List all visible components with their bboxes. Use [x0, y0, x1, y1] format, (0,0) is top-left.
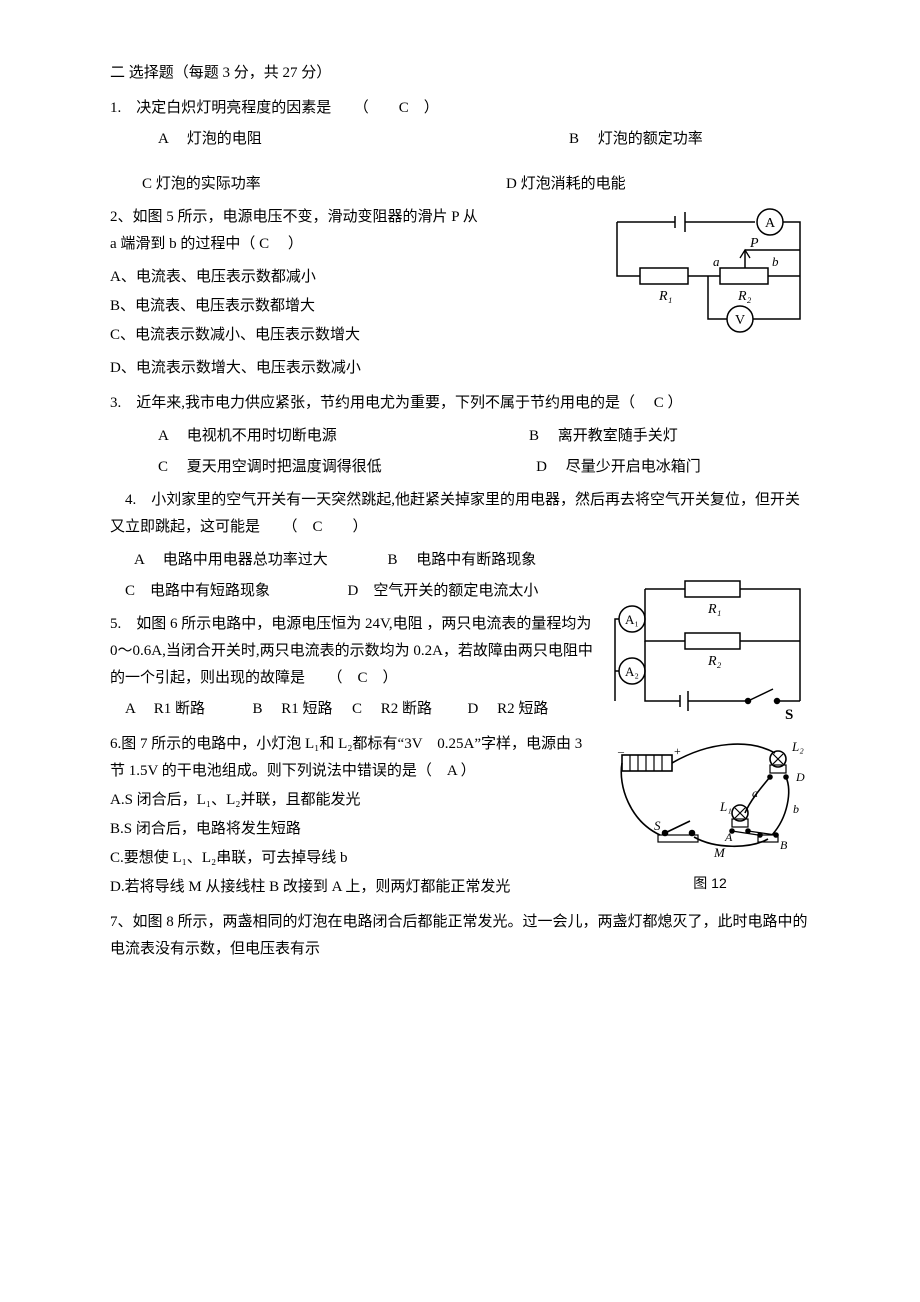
q5-opt-a: A R1 断路	[110, 701, 205, 717]
fig5-b: b	[772, 254, 779, 269]
fig7-M: M	[713, 845, 726, 860]
q2-opt-d: D、电流表示数增大、电压表示数减小	[110, 355, 810, 382]
figure-7: – + L₂ D a b L₁ A B S M 图 12	[610, 731, 810, 896]
fig5-r1: R₁	[658, 289, 672, 304]
fig7-caption: 图 12	[610, 871, 810, 896]
fig7-B: B	[780, 838, 788, 852]
fig7-l2: L₂	[791, 739, 804, 754]
svg-text:+: +	[674, 744, 681, 758]
figure-5: A V R₁ R₂ P a b	[605, 204, 810, 339]
fig7-a: a	[752, 786, 758, 800]
fig6-r1: R₁	[707, 602, 721, 617]
fig5-p: P	[749, 236, 759, 251]
q1-opt-c: C 灯泡的实际功率	[110, 171, 506, 198]
fig7-A: A	[724, 830, 733, 844]
q1-stem: 1. 决定白炽灯明亮程度的因素是 （ C ）	[110, 95, 810, 122]
question-2: A V R₁ R₂ P a b 2、如图 5 所示，电源电压不变，滑动变阻器的滑…	[110, 204, 810, 384]
q4-opt-a: A 电路中用电器总功率过大	[134, 547, 388, 574]
question-4: 4. 小刘家里的空气开关有一天突然跳起,他赶紧关掉家里的用电器，然后再去将空气开…	[110, 487, 810, 605]
fig6-r2: R₂	[707, 654, 722, 669]
q4-opt-b: B 电路中有断路现象	[388, 547, 595, 574]
q5-opt-c: C R2 断路	[352, 701, 432, 717]
fig6-a2: A₂	[625, 664, 639, 679]
question-1: 1. 决定白炽灯明亮程度的因素是 （ C ） A 灯泡的电阻 B 灯泡的额定功率…	[110, 95, 810, 198]
q1-opt-a: A 灯泡的电阻	[158, 126, 399, 153]
fig7-D: D	[795, 770, 805, 784]
q1-opt-b: B 灯泡的额定功率	[399, 126, 810, 153]
fig7-S: S	[654, 818, 661, 833]
question-3: 3. 近年来,我市电力供应紧张，节约用电尤为重要，下列不属于节约用电的是（ C …	[110, 390, 810, 481]
fig6-s: S	[785, 707, 793, 721]
fig7-b: b	[793, 802, 799, 816]
svg-text:–: –	[617, 744, 625, 758]
q4-opt-c: C 电路中有短路现象	[110, 583, 270, 599]
q3-opt-c: C 夏天用空调时把温度调得很低	[158, 454, 536, 481]
figure-6: A₁ A₂ R₁ R₂ S	[605, 571, 810, 721]
fig5-r2: R₂	[737, 289, 752, 304]
svg-text:A: A	[765, 216, 776, 231]
section-header: 二 选择题（每题 3 分，共 27 分）	[110, 60, 810, 87]
q5-opt-b: B R1 短路	[253, 701, 333, 717]
q3-opt-b: B 离开教室随手关灯	[439, 423, 810, 450]
q7-stem: 7、如图 8 所示，两盏相同的灯泡在电路闭合后都能正常发光。过一会儿，两盏灯都熄…	[110, 909, 810, 963]
fig5-a: a	[713, 254, 720, 269]
svg-text:V: V	[735, 313, 745, 328]
q4-stem: 4. 小刘家里的空气开关有一天突然跳起,他赶紧关掉家里的用电器，然后再去将空气开…	[110, 487, 810, 541]
q1-opt-d: D 灯泡消耗的电能	[506, 171, 810, 198]
q3-opt-d: D 尽量少开启电冰箱门	[536, 454, 810, 481]
q3-stem: 3. 近年来,我市电力供应紧张，节约用电尤为重要，下列不属于节约用电的是（ C …	[142, 390, 810, 417]
fig6-a1: A₁	[625, 612, 639, 627]
q3-opt-a: A 电视机不用时切断电源	[158, 423, 439, 450]
q5-opt-d: D R2 短路	[468, 701, 549, 717]
question-6: – + L₂ D a b L₁ A B S M 图 12 6.图 7 所示的电路…	[110, 731, 810, 903]
q4-opt-d: D 空气开关的额定电流太小	[348, 583, 539, 599]
fig7-l1: L₁	[719, 799, 732, 814]
question-7: 7、如图 8 所示，两盏相同的灯泡在电路闭合后都能正常发光。过一会儿，两盏灯都熄…	[110, 909, 810, 963]
